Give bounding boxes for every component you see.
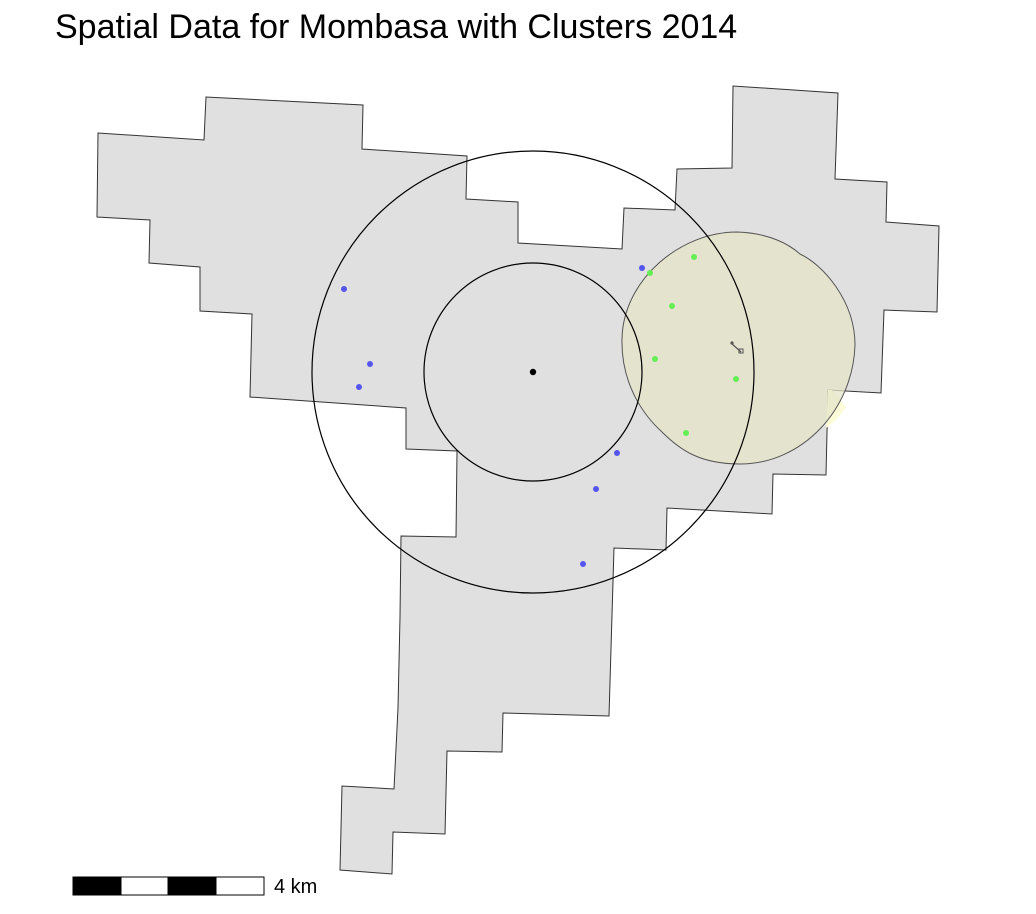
blue-point — [341, 286, 347, 292]
center-point — [529, 368, 537, 376]
scale-bar-segment — [215, 876, 265, 896]
blue-point — [614, 450, 620, 456]
blue-point — [580, 561, 586, 567]
cluster-circle — [621, 231, 856, 465]
blue-point — [639, 265, 645, 271]
green-point — [669, 303, 675, 309]
green-points-group — [647, 254, 739, 436]
blue-point — [593, 486, 599, 492]
pin-icon — [730, 341, 744, 354]
green-point — [647, 270, 653, 276]
green-point — [683, 430, 689, 436]
green-point — [733, 376, 739, 382]
outer-buffer-circle — [311, 150, 755, 594]
scale-bar-label: 4 km — [274, 876, 317, 898]
blue-point — [367, 361, 373, 367]
scale-bar-segment — [167, 876, 217, 896]
blue-points-group — [341, 265, 645, 567]
scale-bar-segment — [120, 876, 169, 896]
green-point — [691, 254, 697, 260]
inner-buffer-circle — [423, 262, 643, 482]
green-point — [652, 356, 658, 362]
blue-point — [356, 384, 362, 390]
scale-bar-segment — [72, 876, 122, 896]
scale-bar: 4 km — [72, 876, 317, 898]
map-title: Spatial Data for Mombasa with Clusters 2… — [55, 8, 738, 46]
